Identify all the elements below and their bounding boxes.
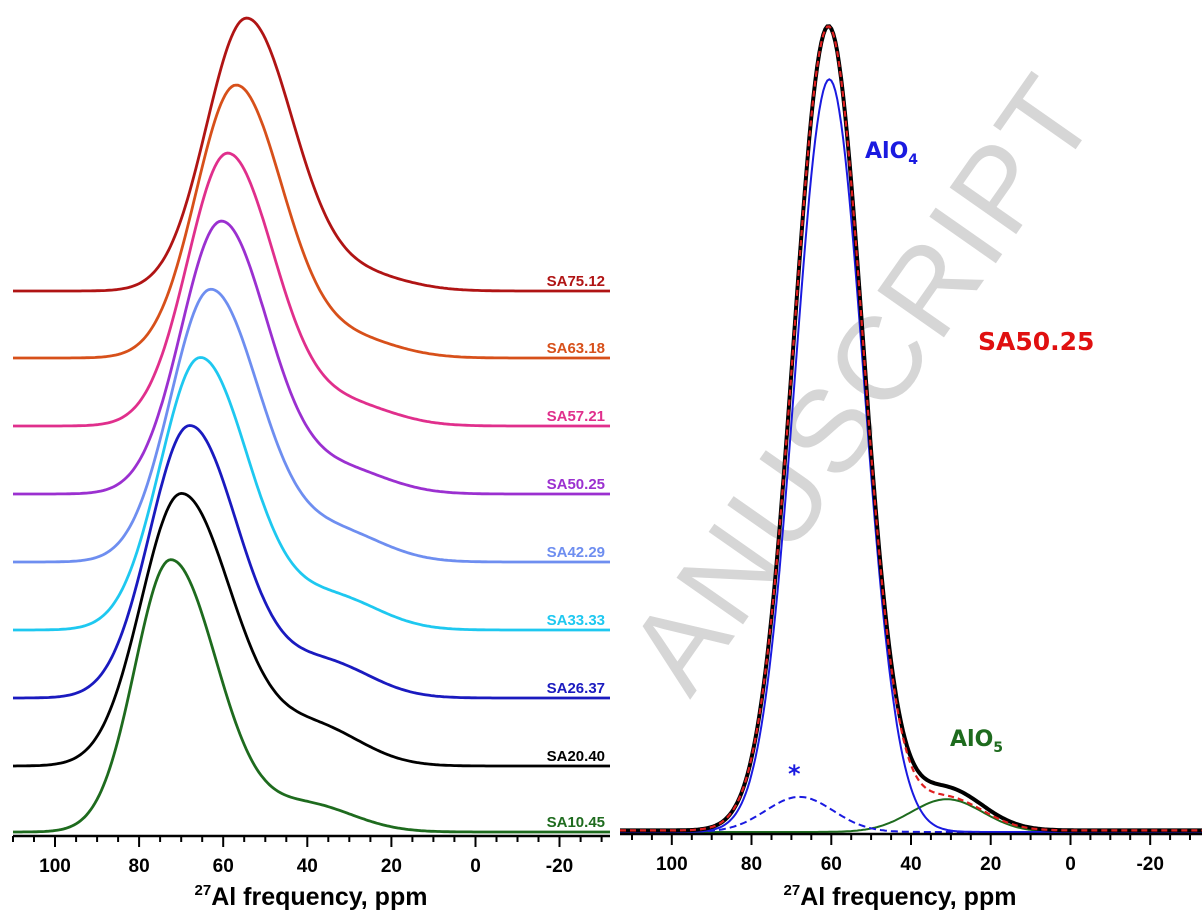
series-label-sa75-12: SA75.12 — [547, 273, 605, 290]
spectrum-line-sa33-33 — [13, 356, 610, 632]
right-curves-group — [620, 24, 1202, 833]
sideband-asterisk-annotation: * — [788, 760, 801, 788]
series-label-sa42-29: SA42.29 — [547, 544, 605, 561]
left-x-tick-label: 20 — [381, 856, 402, 877]
series-label-sa50-25: SA50.25 — [547, 476, 605, 493]
left-x-tick-label: 60 — [213, 856, 234, 877]
series-label-sa10-45: SA10.45 — [547, 814, 605, 831]
right-x-tick-label: 20 — [980, 854, 1001, 875]
left-x-axis-title: 27Al frequency, ppm — [195, 882, 428, 911]
alo4-component-line — [620, 78, 1202, 833]
alo4-annotation: AlO4 — [865, 139, 918, 168]
right-x-tick-label: 80 — [741, 854, 762, 875]
right-panel-deconvolution: 100 80 60 40 20 0 -20 27Al frequency, ppm SA50… — [620, 24, 1202, 911]
right-x-tick-label: 0 — [1065, 854, 1076, 875]
right-x-ticks: 100 80 60 40 20 0 -20 — [631, 834, 1191, 875]
series-label-sa33-33: SA33.33 — [547, 612, 605, 629]
right-x-tick-label: -20 — [1136, 854, 1163, 875]
left-x-ticks: 100 80 60 40 20 0 -20 — [12, 836, 603, 877]
right-x-axis-title-sup: 27 — [784, 882, 801, 899]
watermark-text: ANUSCRIPT — [603, 51, 1123, 715]
left-x-tick-label: 0 — [470, 856, 481, 877]
alo4-annotation-main: AlO — [865, 139, 908, 164]
series-label-sa63-18: SA63.18 — [547, 340, 605, 357]
spectrum-line-sa10-45 — [13, 558, 610, 834]
left-x-axis-title-sup: 27 — [195, 882, 212, 899]
left-x-tick-label: 80 — [129, 856, 150, 877]
right-panel-title: SA50.25 — [978, 327, 1094, 356]
left-x-tick-label: -20 — [546, 856, 573, 877]
alo5-annotation-sub: 5 — [993, 740, 1003, 756]
left-panel-stacked-spectra: SA75.12 SA63.18 SA57.21 SA50.25 SA42.29 SA33.… — [12, 16, 610, 911]
right-x-tick-label: 100 — [656, 854, 688, 875]
spectrum-line-sa26-37 — [13, 424, 610, 700]
spectrum-line-sa57-21 — [13, 151, 610, 428]
series-label-sa57-21: SA57.21 — [547, 408, 605, 425]
alo4-annotation-sub: 4 — [908, 152, 918, 168]
sideband-asterisk-main: * — [788, 760, 801, 788]
spectrum-line-sa42-29 — [13, 287, 610, 564]
right-x-tick-label: 60 — [821, 854, 842, 875]
left-x-tick-label: 40 — [297, 856, 318, 877]
spectrum-line-sa50-25 — [13, 219, 610, 496]
left-x-axis-title-main: Al frequency, ppm — [211, 883, 427, 911]
alo5-annotation-main: AlO — [950, 727, 993, 752]
spectrum-line-sa75-12 — [13, 16, 610, 293]
left-x-tick-label: 100 — [39, 856, 71, 877]
spectrum-line-sa63-18 — [13, 83, 610, 360]
series-label-sa26-37: SA26.37 — [547, 680, 605, 697]
spectrum-line-sa20-40 — [13, 491, 610, 768]
right-x-tick-label: 40 — [900, 854, 921, 875]
right-x-axis-title-main: Al frequency, ppm — [800, 883, 1016, 911]
fit-spectrum-line — [620, 25, 1202, 832]
left-series-labels: SA75.12 SA63.18 SA57.21 SA50.25 SA42.29 SA33.… — [547, 273, 605, 831]
right-x-axis-title: 27Al frequency, ppm — [784, 882, 1017, 911]
alo5-annotation: AlO5 — [950, 727, 1003, 756]
left-curves-group — [13, 16, 610, 834]
series-label-sa20-40: SA20.40 — [547, 748, 605, 765]
